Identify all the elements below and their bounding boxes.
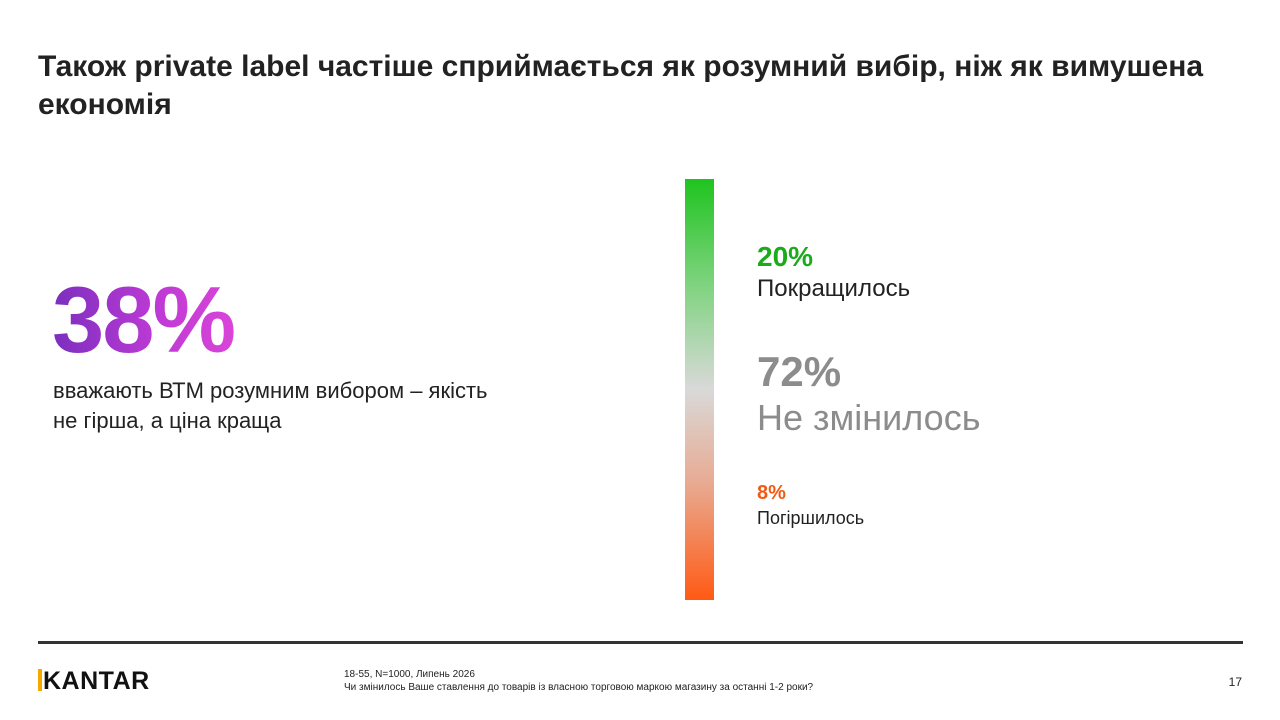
logo-mark-icon	[38, 669, 42, 691]
page-number: 17	[1228, 675, 1242, 689]
logo-text: KANTAR	[43, 667, 150, 695]
highlight-description: вважають ВТМ розумним вибором – якість н…	[53, 378, 488, 433]
footnote: 18-55, N=1000, Липень 2026 Чи змінилось …	[344, 668, 1124, 694]
stat-worsened-value: 8%	[757, 482, 786, 504]
sentiment-gradient-bar	[685, 179, 714, 600]
stat-improved-value: 20%	[757, 241, 814, 272]
stat-improved: 20% Покращилось	[757, 240, 910, 304]
footer-divider	[38, 641, 1243, 644]
stat-unchanged-value: 72%	[757, 348, 842, 395]
stat-worsened: 8% Погіршилось	[757, 480, 864, 530]
highlight-value: 38%	[52, 267, 236, 372]
footnote-sample: 18-55, N=1000, Липень 2026	[344, 669, 475, 680]
page-title: Також private label частіше сприймається…	[38, 50, 1204, 121]
stat-improved-label: Покращилось	[757, 275, 911, 302]
stat-unchanged: 72% Не змінилось	[757, 348, 980, 440]
stat-unchanged-label: Не змінилось	[757, 397, 981, 438]
kantar-logo: KANTAR	[38, 667, 150, 695]
stat-worsened-label: Погіршилось	[757, 508, 865, 528]
footnote-question: Чи змінилось Ваше ставлення до товарів і…	[344, 682, 814, 693]
